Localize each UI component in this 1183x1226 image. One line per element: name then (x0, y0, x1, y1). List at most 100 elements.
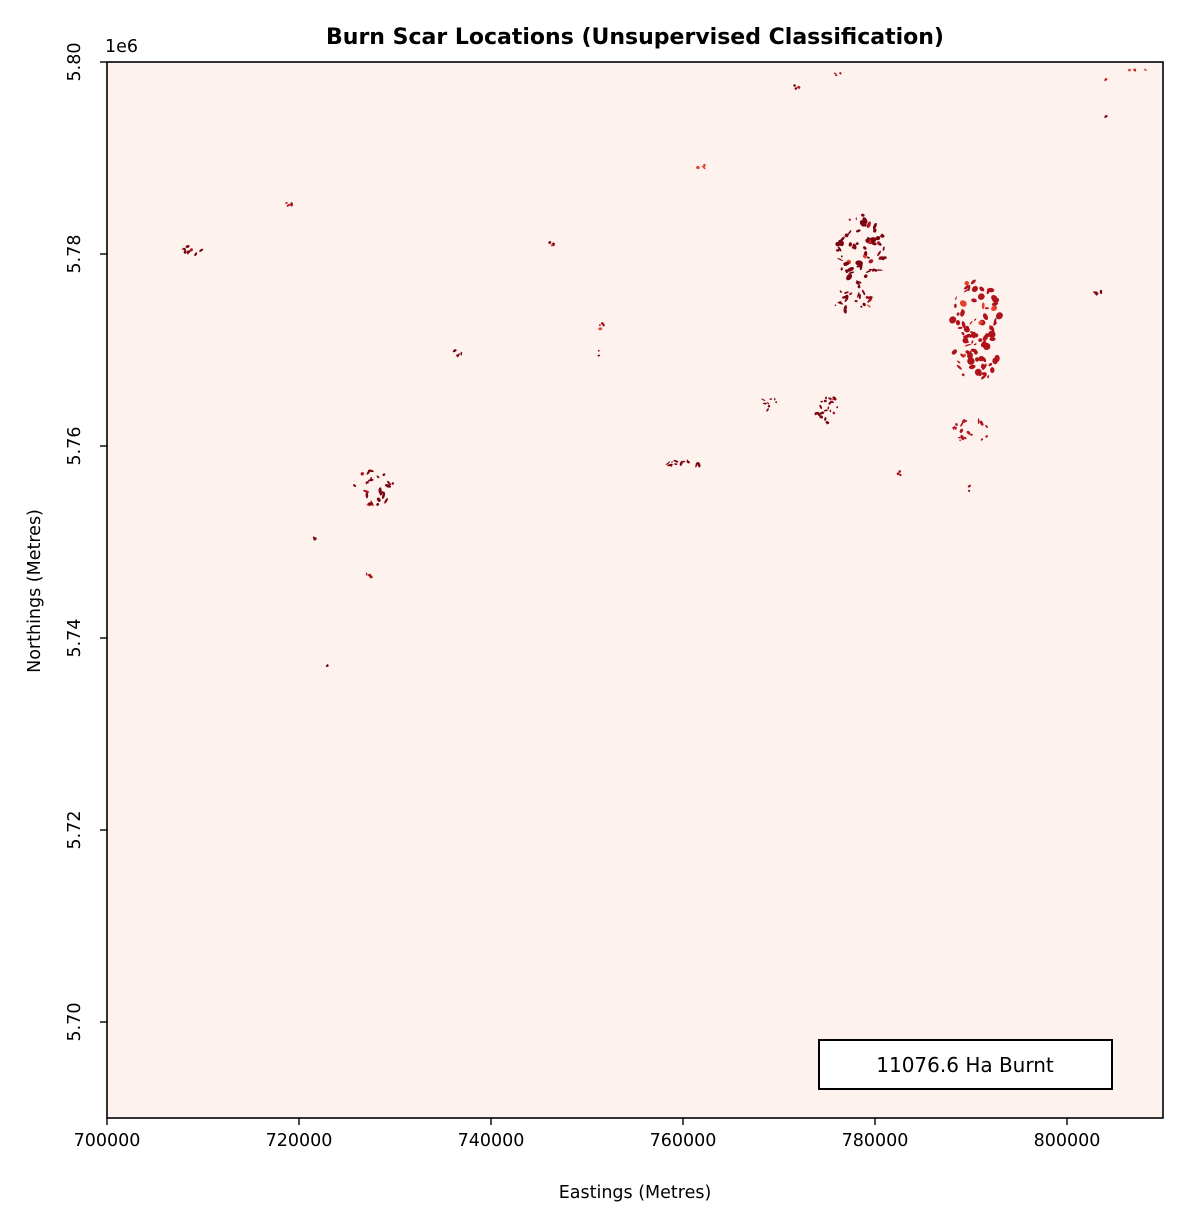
burn-pixel (862, 218, 868, 224)
burn-pixel (978, 355, 985, 362)
burn-pixel (980, 363, 985, 369)
burn-patch-cluster-ne-north-tail (834, 289, 873, 314)
burn-pixel (961, 321, 966, 329)
burn-pixel (970, 279, 976, 285)
burn-pixel (957, 436, 963, 439)
y-tick-label: 5.78 (65, 235, 85, 274)
burn-pixel (971, 285, 978, 293)
burn-pixel (862, 254, 867, 259)
burn-pixel (857, 292, 860, 298)
burn-pixel (981, 302, 985, 310)
burn-pixel (990, 367, 995, 374)
burn-pixel (968, 489, 971, 492)
burn-pixel (855, 242, 859, 245)
burn-pixel (957, 360, 961, 364)
burn-pixel (818, 412, 821, 417)
burn-pixel (837, 257, 844, 261)
burn-pixel (820, 400, 823, 403)
burn-patch-patch-804b (1104, 115, 1108, 118)
burn-pixel (832, 396, 837, 401)
burn-pixel (855, 281, 859, 285)
burn-pixel (839, 290, 842, 293)
burn-pixel (794, 87, 798, 90)
burn-pixel (183, 250, 187, 254)
burn-patch-cluster-ne-north (835, 213, 887, 289)
burn-patch-patch-719 (285, 202, 294, 207)
burn-pixel (871, 241, 877, 246)
burn-pixel (899, 473, 902, 477)
burn-pixel (975, 357, 979, 362)
burn-scar-layer (182, 68, 1147, 668)
annotation-box (818, 1039, 1113, 1090)
burn-pixel (952, 426, 955, 429)
burn-pixel (979, 286, 985, 292)
burn-pixel (367, 479, 374, 482)
burn-pixel (960, 421, 964, 427)
burn-pixel (190, 248, 193, 252)
burn-pixel (766, 408, 769, 412)
burn-pixel (989, 325, 994, 331)
burn-pixel (384, 484, 392, 488)
burn-pixel (865, 270, 872, 273)
burn-patch-patch-746 (548, 241, 555, 247)
burn-pixel (964, 436, 967, 440)
burn-pixel (867, 297, 873, 303)
burn-pixel (845, 294, 849, 298)
burn-pixel (966, 430, 971, 435)
burn-pixel (872, 222, 877, 230)
burn-pixel (956, 364, 962, 370)
burn-pixel (877, 241, 880, 245)
burn-patch-cluster-mid-small (761, 397, 778, 412)
burn-patch-patch-727b (365, 572, 373, 579)
burn-pixel (987, 375, 990, 379)
burn-patch-patch-782 (896, 470, 902, 477)
burn-pixel (824, 417, 827, 421)
burn-pixel (682, 460, 685, 463)
y-tick-label: 5.72 (65, 811, 85, 850)
burn-pixel (183, 247, 187, 251)
burn-pixel (955, 296, 957, 301)
burn-pixel (550, 243, 554, 247)
burn-pixel (955, 320, 961, 326)
burn-pixel (854, 300, 858, 303)
burn-pixel (866, 256, 870, 259)
burn-pixel (963, 285, 970, 290)
burn-pixel (968, 364, 976, 370)
burn-pixel (861, 213, 865, 217)
burn-patch-patch-789 (967, 484, 971, 492)
burn-pixel (989, 337, 996, 342)
burn-pixel (963, 353, 966, 357)
burn-pixel (376, 502, 380, 506)
burn-pixel (793, 84, 796, 87)
x-tick-label: 700000 (74, 1131, 141, 1151)
plot-area (107, 62, 1163, 1118)
burn-pixel (984, 307, 989, 310)
burn-pixel (991, 301, 999, 306)
burn-pixel (365, 572, 368, 576)
burn-pixel (325, 663, 329, 667)
burn-pixel (966, 333, 973, 338)
burn-pixel (862, 289, 866, 296)
burn-pixel (971, 298, 977, 303)
burn-pixel (955, 423, 958, 426)
burn-pixel (774, 397, 776, 401)
burn-pixel (844, 297, 849, 302)
burn-pixel (960, 353, 965, 358)
burn-pixel (597, 354, 601, 357)
burn-pixel (980, 438, 984, 441)
burn-pixel (827, 406, 830, 410)
burn-pixel (848, 218, 851, 221)
burn-pixel (962, 334, 969, 338)
burn-pixel (856, 280, 862, 284)
burn-pixel (667, 463, 673, 467)
burn-patch-patch-807 (1128, 68, 1147, 72)
burn-pixel (829, 409, 832, 413)
burn-pixel (697, 462, 701, 468)
burn-pixel (838, 239, 844, 247)
burn-pixel (671, 461, 673, 463)
burn-pixel (834, 304, 837, 307)
burn-pixel (961, 373, 965, 377)
burn-pixel (696, 165, 700, 170)
burn-pixel (867, 304, 871, 308)
burn-pixel (856, 229, 861, 233)
